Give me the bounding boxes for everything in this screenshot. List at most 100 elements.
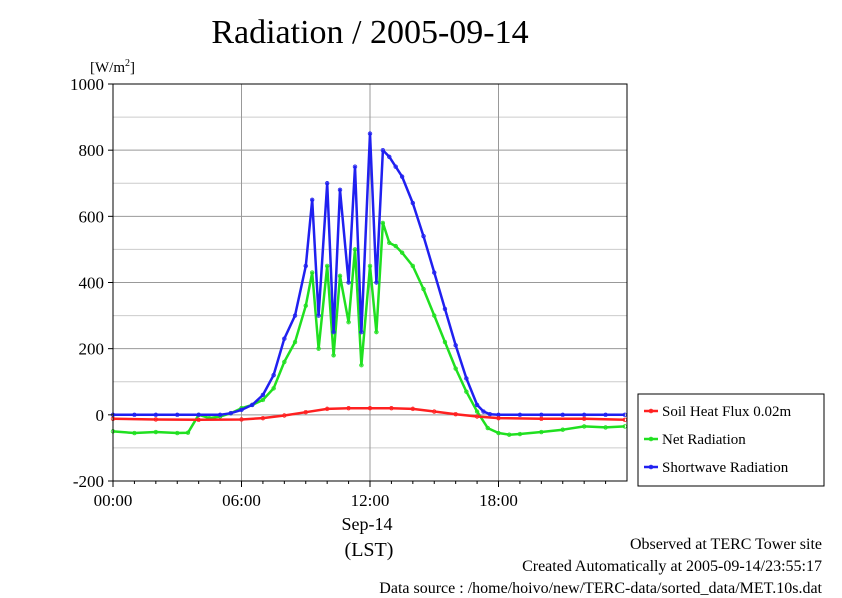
data-point bbox=[196, 412, 201, 418]
data-point bbox=[337, 187, 343, 193]
data-point bbox=[432, 270, 437, 275]
data-point bbox=[453, 411, 458, 417]
x-axis: 00:00 06:00 12:00 18:00 bbox=[94, 481, 607, 510]
x-tick-label: 00:00 bbox=[94, 491, 133, 510]
x-tick-label: 18:00 bbox=[479, 491, 518, 510]
x-tick-label: 06:00 bbox=[222, 491, 261, 510]
footer-observed: Observed at TERC Tower site bbox=[629, 536, 822, 553]
data-point bbox=[442, 306, 448, 312]
data-point bbox=[260, 415, 266, 421]
y-tick-label: 800 bbox=[79, 141, 105, 160]
series-line-net-radiation bbox=[112, 221, 625, 436]
data-point bbox=[359, 363, 364, 368]
data-point bbox=[539, 416, 544, 422]
data-point bbox=[517, 431, 523, 437]
data-point bbox=[282, 336, 287, 341]
data-point bbox=[153, 429, 159, 435]
y-tick-label: 200 bbox=[79, 340, 105, 359]
data-point bbox=[485, 425, 490, 431]
data-point bbox=[271, 386, 276, 391]
data-point bbox=[393, 243, 398, 249]
data-point bbox=[132, 412, 137, 418]
data-point bbox=[387, 154, 392, 159]
data-point bbox=[389, 406, 394, 411]
data-point bbox=[367, 263, 373, 269]
data-point bbox=[359, 329, 364, 335]
grid bbox=[113, 84, 627, 481]
y-tick-label: 600 bbox=[79, 207, 105, 226]
data-point bbox=[432, 313, 437, 318]
data-point bbox=[464, 376, 469, 381]
data-point bbox=[581, 424, 587, 429]
y-tick-label: 1000 bbox=[70, 75, 104, 94]
data-point bbox=[346, 320, 351, 325]
data-point bbox=[453, 366, 458, 371]
x-axis-date-label: Sep-14 bbox=[342, 514, 393, 534]
data-point bbox=[239, 417, 244, 422]
data-point bbox=[399, 250, 405, 255]
data-point bbox=[507, 432, 512, 437]
data-point bbox=[346, 280, 351, 285]
legend-marker bbox=[648, 408, 654, 414]
legend-label: Net Radiation bbox=[662, 432, 746, 448]
data-point bbox=[352, 247, 358, 252]
data-point bbox=[282, 359, 287, 365]
data-point bbox=[309, 270, 315, 275]
y-tick-label: 0 bbox=[96, 406, 105, 425]
data-point bbox=[474, 414, 480, 419]
data-point bbox=[432, 409, 437, 414]
data-point bbox=[603, 425, 608, 430]
data-point bbox=[196, 417, 201, 422]
data-point bbox=[337, 273, 343, 279]
data-point bbox=[474, 402, 480, 408]
data-point bbox=[481, 409, 486, 414]
data-point bbox=[175, 412, 180, 418]
data-point bbox=[453, 343, 458, 348]
data-point bbox=[487, 411, 493, 417]
y-tick-label: 400 bbox=[79, 274, 105, 293]
data-point bbox=[421, 286, 426, 292]
chart-title: Radiation / 2005-09-14 bbox=[211, 14, 529, 51]
data-point bbox=[316, 313, 321, 318]
data-point bbox=[292, 313, 298, 318]
legend-label: Soil Heat Flux 0.02m bbox=[662, 404, 792, 420]
data-point bbox=[496, 430, 501, 436]
data-point bbox=[560, 412, 565, 418]
footer-created: Created Automatically at 2005-09-14/23:5… bbox=[522, 558, 822, 575]
footer-source: Data source : /home/hoivo/new/TERC-data/… bbox=[379, 580, 822, 597]
data-point bbox=[474, 409, 480, 414]
data-point bbox=[175, 430, 180, 436]
data-point bbox=[380, 220, 386, 226]
data-point bbox=[399, 174, 405, 179]
data-point bbox=[324, 263, 330, 269]
data-point bbox=[331, 353, 336, 358]
data-point bbox=[581, 416, 587, 422]
data-point bbox=[303, 263, 308, 269]
data-point bbox=[539, 429, 544, 435]
data-point bbox=[367, 131, 373, 136]
y-axis: -200 0 200 400 600 800 1000 bbox=[70, 75, 113, 491]
data-point bbox=[517, 412, 523, 418]
data-point bbox=[309, 197, 315, 202]
data-point bbox=[464, 389, 469, 394]
data-point bbox=[374, 280, 379, 285]
data-point bbox=[410, 200, 416, 206]
data-point bbox=[367, 406, 373, 411]
data-point bbox=[228, 410, 233, 416]
data-point bbox=[421, 233, 426, 239]
data-point bbox=[346, 406, 351, 411]
data-point bbox=[282, 413, 287, 418]
data-point bbox=[393, 164, 398, 169]
data-point bbox=[132, 430, 137, 436]
data-point bbox=[603, 412, 608, 418]
legend-marker bbox=[648, 436, 654, 442]
data-point bbox=[271, 372, 276, 378]
y-tick-label: -200 bbox=[73, 472, 104, 491]
data-point bbox=[410, 406, 416, 412]
series-line-soil-heat-flux-0-02m bbox=[112, 406, 625, 422]
data-point bbox=[260, 392, 266, 398]
legend-marker bbox=[648, 464, 654, 470]
data-point bbox=[292, 339, 298, 345]
data-point bbox=[239, 407, 244, 413]
